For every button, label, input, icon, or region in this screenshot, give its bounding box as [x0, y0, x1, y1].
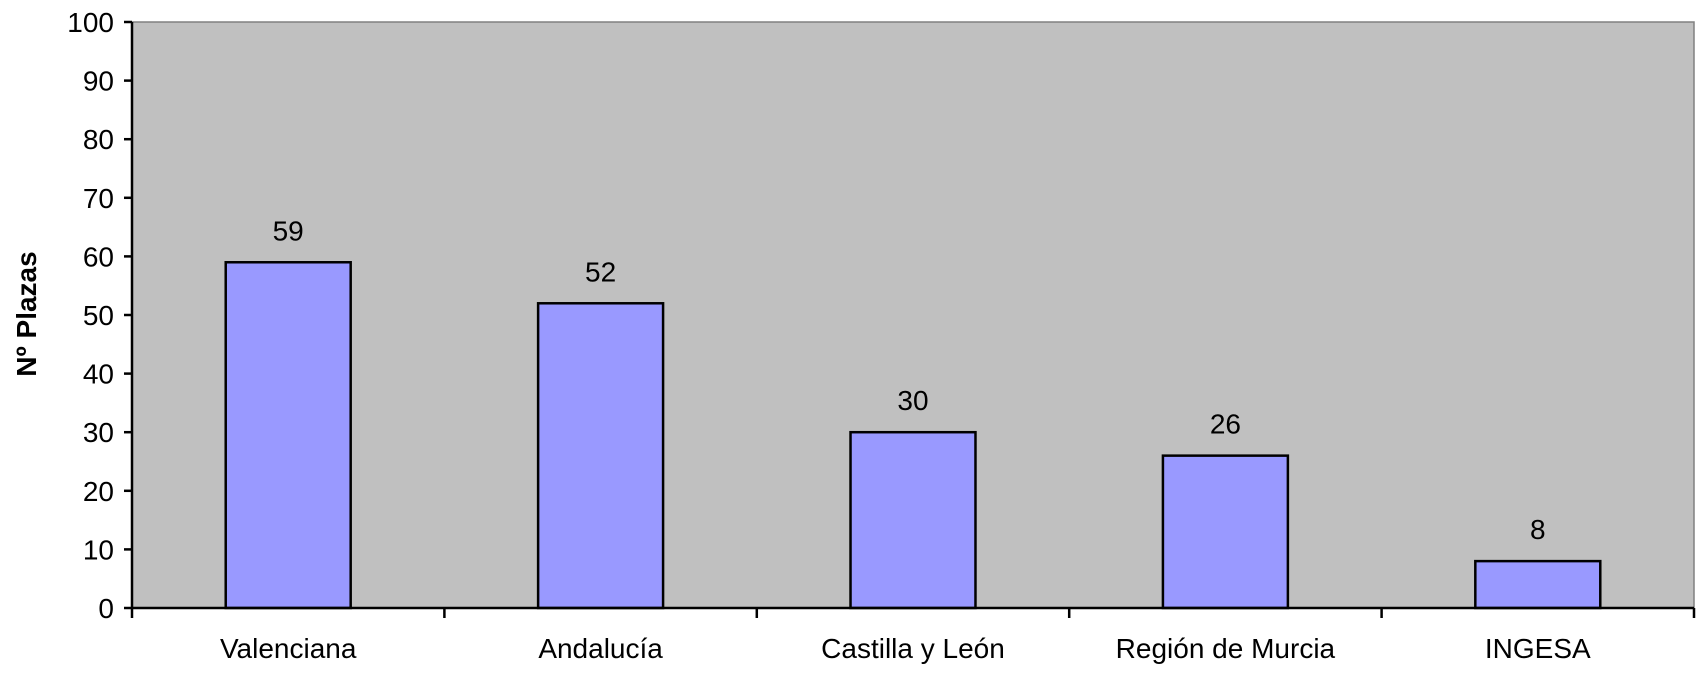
x-ticks: Valenciana Andalucía Castilla y León Región…	[130, 608, 1696, 664]
x-tick-label: Valenciana	[220, 633, 357, 664]
data-label: 52	[585, 256, 616, 287]
bar	[1161, 454, 1290, 610]
y-tick-label: 60	[83, 241, 114, 272]
bar	[1474, 559, 1602, 610]
y-axis-title: Nº Plazas	[11, 251, 42, 376]
data-label: 8	[1530, 514, 1546, 545]
y-tick-label: 90	[83, 66, 114, 97]
y-tick-label: 40	[83, 359, 114, 390]
y-tick-label: 30	[83, 417, 114, 448]
data-label: 26	[1210, 409, 1241, 440]
data-label: 59	[273, 215, 304, 246]
y-ticks: 0 10 20 30 40 50 60 70 80 90 100	[67, 7, 132, 624]
y-tick-label: 10	[83, 534, 114, 565]
y-tick-label: 100	[67, 7, 114, 38]
x-tick-label: Andalucía	[538, 633, 663, 664]
y-tick-label: 50	[83, 300, 114, 331]
x-tick-label: INGESA	[1485, 633, 1591, 664]
y-tick-label: 20	[83, 476, 114, 507]
y-tick-label: 70	[83, 183, 114, 214]
data-label: 30	[897, 385, 928, 416]
bar	[224, 261, 352, 610]
bars	[224, 261, 1602, 610]
x-tick-label: Región de Murcia	[1116, 633, 1336, 664]
bar	[849, 430, 977, 610]
y-tick-label: 0	[98, 593, 114, 624]
bar	[536, 302, 665, 610]
data-labels: 59 52 30 26 8	[273, 215, 1546, 545]
y-tick-label: 80	[83, 124, 114, 155]
x-tick-label: Castilla y León	[821, 633, 1005, 664]
